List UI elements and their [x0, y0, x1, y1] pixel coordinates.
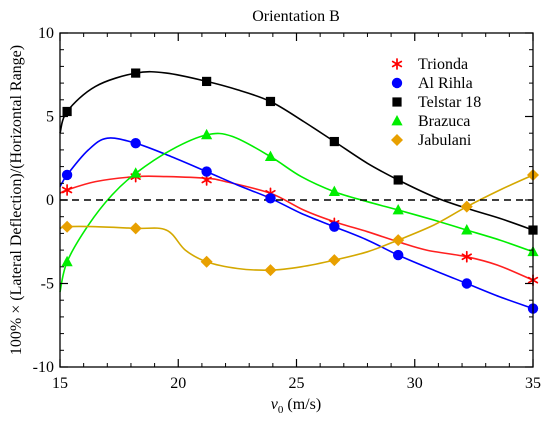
data-point-brazuca [461, 224, 473, 235]
legend-label-jabulani: Jabulani [418, 132, 472, 149]
legend-marker-trionda-stroke [391, 60, 403, 68]
tick-layer: 15 20 25 30 35 -10 -5 0 5 10 [33, 25, 541, 392]
x-tick-label: 15 [52, 375, 68, 392]
data-point-brazuca [201, 128, 213, 140]
data-point-trionda-stroke [61, 186, 73, 194]
legend-marker-jabulani [391, 134, 403, 146]
data-point-trionda [461, 250, 472, 263]
x-axis-label-symbol: v [271, 396, 279, 413]
data-point-brazuca [61, 255, 73, 267]
series-line-trionda [59, 175, 534, 281]
data-point-jabulani [460, 200, 473, 213]
data-point-trionda-stroke [201, 176, 212, 184]
y-axis-label: 100% × (Lateral Deflection)/(Horizontal … [8, 45, 25, 355]
legend-marker-al-rihla [391, 77, 403, 89]
data-point-brazuca [130, 167, 142, 178]
chart-title: Orientation B [252, 8, 340, 25]
data-point-telstar-18 [393, 175, 403, 185]
x-axis-label-unit: (m/s) [283, 396, 321, 413]
legend-label-trionda: Trionda [418, 56, 468, 73]
data-point-telstar-18 [62, 106, 72, 117]
data-point-al-rihla [392, 249, 404, 261]
legend-label-telstar-18: Telstar 18 [418, 94, 481, 111]
x-axis-label: v0 (m/s) [271, 396, 321, 416]
data-point-al-rihla [130, 138, 141, 149]
data-point-jabulani [328, 254, 341, 267]
data-point-jabulani [200, 255, 213, 268]
data-point-al-rihla [461, 278, 472, 289]
y-tick-label: -5 [41, 276, 54, 293]
data-point-trionda-stroke [461, 253, 472, 261]
x-tick-label: 25 [289, 375, 305, 392]
data-point-brazuca [392, 204, 404, 215]
legend: Trionda Al Rihla Telstar 18 Brazuca Jabulani [391, 56, 481, 149]
legend-label-al-rihla: Al Rihla [418, 75, 473, 92]
data-point-jabulani [264, 264, 277, 277]
data-point-al-rihla [61, 169, 73, 181]
legend-marker-trionda [391, 58, 403, 70]
data-point-al-rihla [201, 166, 212, 177]
x-tick-label: 30 [407, 375, 423, 392]
data-point-brazuca [264, 150, 277, 161]
y-tick-label: -10 [33, 359, 54, 376]
legend-marker-brazuca [391, 115, 403, 126]
x-tick-label: 35 [525, 375, 541, 392]
y-tick-label: 0 [46, 192, 54, 209]
data-point-telstar-18 [202, 76, 212, 87]
data-point-jabulani [392, 234, 405, 247]
y-tick-label: 10 [38, 25, 54, 42]
data-point-telstar-18 [131, 68, 141, 78]
data-point-jabulani [61, 220, 74, 233]
x-tick-label: 20 [170, 375, 186, 392]
data-point-brazuca [328, 185, 340, 197]
data-point-trionda [61, 184, 73, 196]
y-tick-label: 5 [46, 109, 54, 126]
legend-marker-telstar-18 [392, 97, 402, 107]
data-point-telstar-18 [265, 96, 276, 107]
data-point-al-rihla [329, 221, 340, 232]
data-point-al-rihla [265, 193, 276, 204]
legend-label-brazuca: Brazuca [418, 113, 470, 130]
x-axis-label-subscript: 0 [278, 404, 284, 416]
series-line-telstar-18 [59, 70, 534, 231]
data-point-jabulani [129, 222, 142, 235]
data-point-telstar-18 [329, 136, 339, 147]
